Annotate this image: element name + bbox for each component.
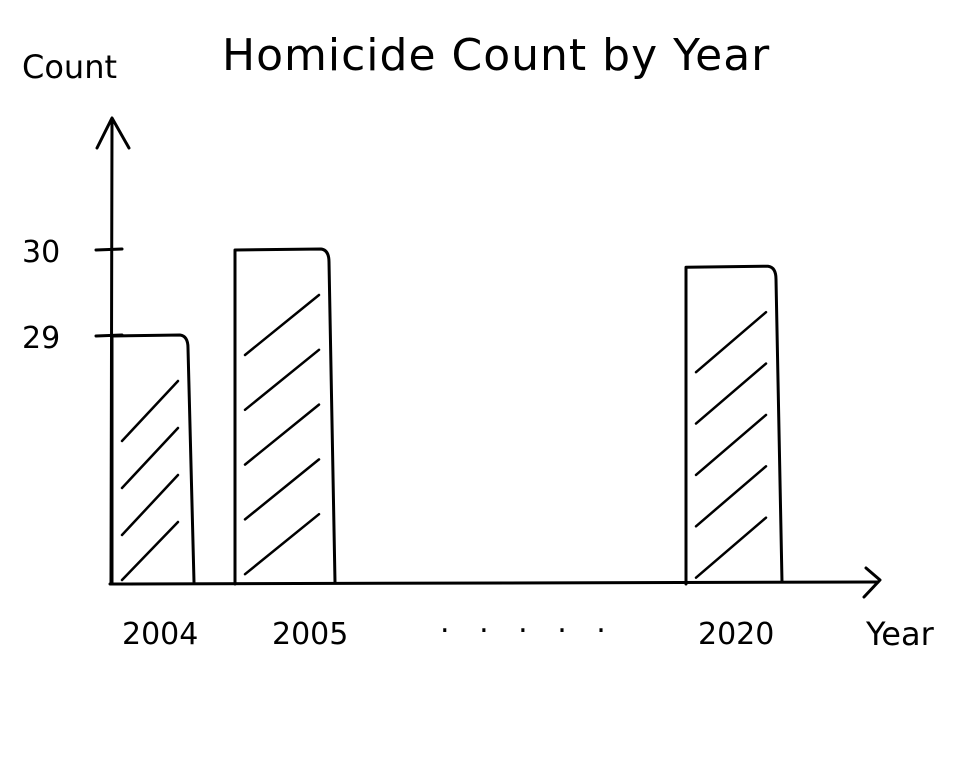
chart-title: Homicide Count by Year — [222, 30, 770, 81]
bars — [110, 247, 784, 586]
y-tick-label: 29 — [22, 321, 60, 356]
x-tick-label: 2020 — [698, 617, 774, 652]
bar — [233, 247, 337, 586]
x-tick-labels: 2004 2005 2020 — [122, 617, 774, 652]
bar — [684, 264, 784, 586]
y-ticks: 29 30 — [22, 235, 124, 356]
bar — [110, 333, 196, 586]
y-axis-label: Count — [22, 48, 117, 86]
x-axis-ellipsis: . . . . . — [440, 605, 616, 640]
x-axis — [108, 566, 882, 599]
x-tick-label: 2005 — [272, 617, 348, 652]
y-tick-label: 30 — [22, 235, 60, 270]
x-axis-label: Year — [865, 615, 935, 653]
x-tick-label: 2004 — [122, 617, 198, 652]
y-tick-mark — [94, 247, 124, 252]
